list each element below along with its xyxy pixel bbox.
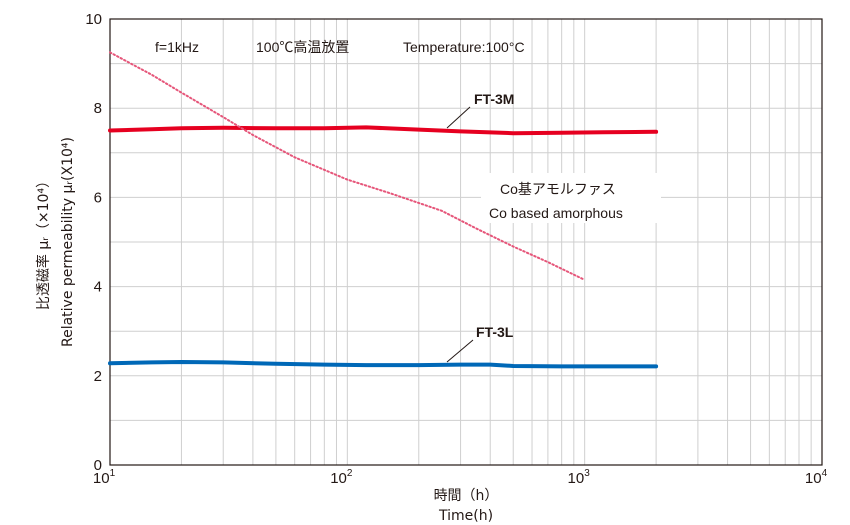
x-axis-title-ja: 時間（h） [434, 488, 499, 504]
tick-labels: 0 2 4 6 8 10 101 102 103 104 [85, 11, 827, 487]
series-line-1 [108, 360, 659, 369]
y-tick-label: 0 [94, 457, 102, 474]
ft3l-leader-line [446, 339, 474, 363]
grid [110, 19, 822, 465]
annotation-condition-ja: 100℃高温放置 [256, 39, 349, 55]
y-tick-label: 10 [85, 11, 102, 28]
x-tick-label: 102 [330, 468, 353, 487]
x-tick-label: 104 [805, 468, 828, 487]
series-label-ft3m: FT-3M [474, 91, 514, 107]
amorphous-label-backdrop [481, 173, 661, 223]
y-tick-label: 8 [94, 100, 102, 117]
x-tick-label: 103 [568, 468, 591, 487]
y-tick-label: 6 [94, 189, 102, 206]
x-tick-label: 101 [93, 468, 116, 487]
y-tick-label: 4 [94, 279, 102, 296]
series-layer [108, 51, 659, 369]
y-tick-label: 2 [94, 368, 102, 385]
ft3m-leader-line [446, 106, 471, 129]
series-label-ft3l: FT-3L [476, 324, 514, 340]
series-line-2 [109, 51, 586, 281]
annotation-temperature: Temperature:100°C [403, 39, 525, 55]
y-axis-title-ja: 比透磁率 μᵣ（×10⁴） [35, 174, 52, 310]
x-axis-title-en: Time(h) [438, 508, 493, 524]
annotation-frequency: f=1kHz [155, 39, 199, 55]
plot-frame [109, 18, 823, 466]
series-line-0 [108, 125, 659, 136]
series-label-amorphous-en: Co based amorphous [489, 205, 623, 221]
y-axis-title-en: Relative permeability μᵣ(X10⁴) [60, 137, 76, 347]
series-label-amorphous-ja: Co基アモルファス [500, 181, 616, 197]
